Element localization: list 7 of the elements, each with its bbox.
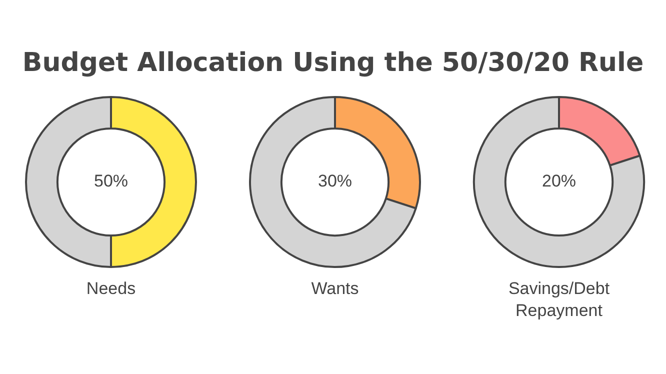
text: Needs [85, 278, 137, 300]
text: Budget Allocation Using the 50/30/20 Rule [21, 48, 645, 78]
text: Wants [310, 278, 360, 300]
data-label: 30% [318, 172, 352, 191]
data-label: 50% [94, 172, 128, 191]
text: Savings/Debt Repayment [507, 278, 611, 322]
data-label: 20% [542, 172, 576, 191]
